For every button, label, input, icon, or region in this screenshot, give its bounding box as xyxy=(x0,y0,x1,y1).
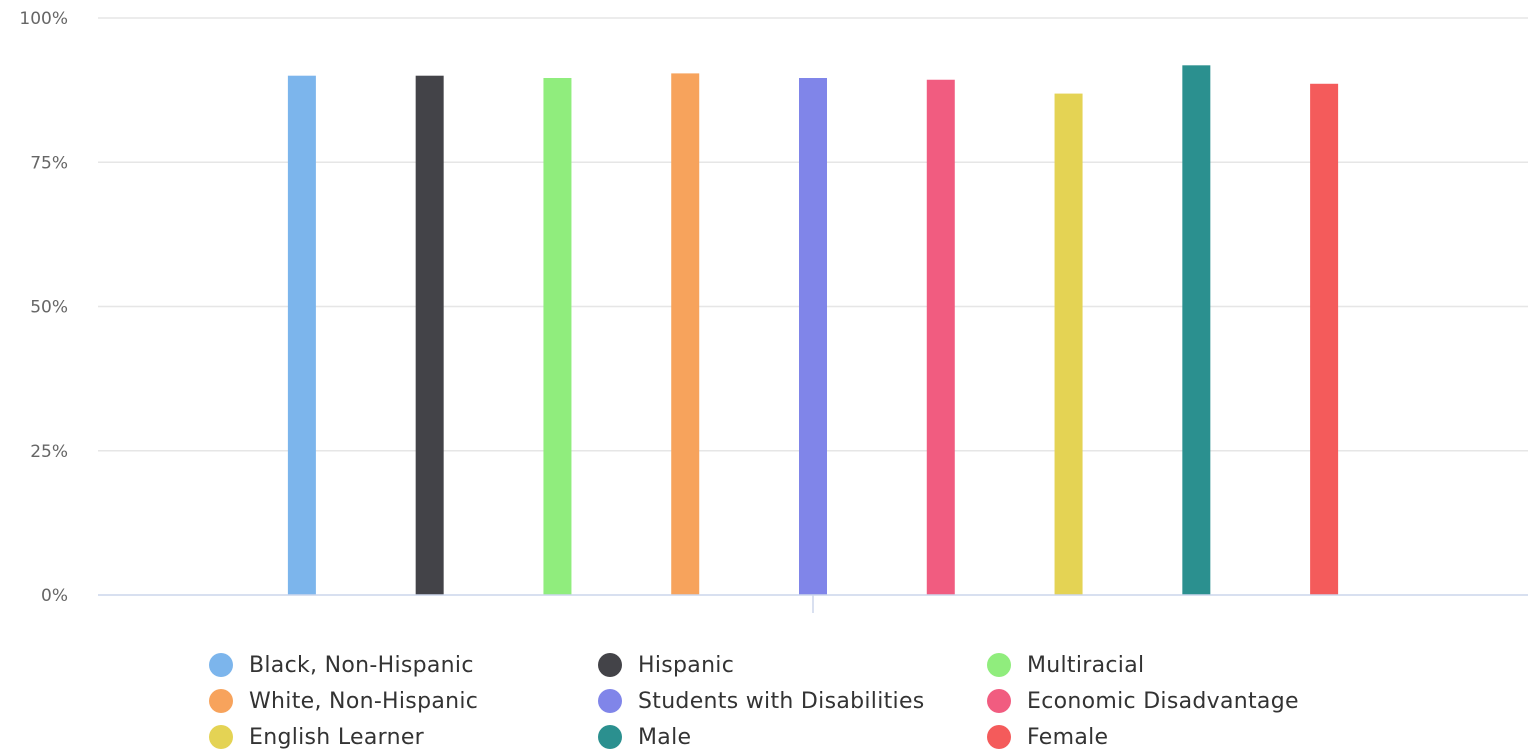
legend-label: Students with Disabilities xyxy=(638,688,925,714)
y-tick-label: 25% xyxy=(30,442,68,462)
legend-item[interactable]: White, Non-Hispanic xyxy=(209,686,478,716)
bar[interactable] xyxy=(415,75,444,595)
legend-item[interactable]: Students with Disabilities xyxy=(598,686,925,716)
bar[interactable] xyxy=(926,79,955,595)
legend-item[interactable]: English Learner xyxy=(209,722,424,752)
legend-marker xyxy=(209,725,233,749)
legend-marker xyxy=(598,689,622,713)
legend-label: Multiracial xyxy=(1027,652,1145,678)
legend-item[interactable]: Female xyxy=(987,722,1108,752)
bar[interactable] xyxy=(799,78,827,596)
bar[interactable] xyxy=(671,73,700,596)
bar-chart: 0% 25% 50% 75% 100% xyxy=(19,9,1528,613)
bar[interactable] xyxy=(543,78,572,596)
y-tick-label: 100% xyxy=(19,9,68,29)
legend-marker xyxy=(987,725,1011,749)
bar[interactable] xyxy=(1054,93,1083,595)
legend-label: Economic Disadvantage xyxy=(1027,688,1299,714)
legend-label: Male xyxy=(638,724,692,750)
bars xyxy=(287,65,1339,596)
legend-marker xyxy=(209,689,233,713)
legend-marker xyxy=(598,653,622,677)
y-tick-label: 75% xyxy=(30,153,68,173)
legend-label: Hispanic xyxy=(638,652,735,678)
legend-marker xyxy=(598,725,622,749)
legend-item[interactable]: Economic Disadvantage xyxy=(987,686,1299,716)
legend-label: English Learner xyxy=(249,724,424,750)
legend-item[interactable]: Multiracial xyxy=(987,650,1144,680)
legend-marker xyxy=(987,653,1011,677)
y-tick-label: 50% xyxy=(30,298,68,318)
legend-item[interactable]: Hispanic xyxy=(598,650,734,680)
y-tick-label: 0% xyxy=(41,586,68,606)
legend-item[interactable]: Black, Non-Hispanic xyxy=(209,650,474,680)
y-axis: 0% 25% 50% 75% 100% xyxy=(19,9,68,606)
bar[interactable] xyxy=(1182,65,1211,595)
bar[interactable] xyxy=(1310,83,1339,595)
bar[interactable] xyxy=(287,75,316,595)
legend-marker xyxy=(209,653,233,677)
legend-item[interactable]: Male xyxy=(598,722,691,752)
legend-label: Female xyxy=(1027,724,1109,750)
legend-marker xyxy=(987,689,1011,713)
legend-label: White, Non-Hispanic xyxy=(249,688,479,714)
legend-label: Black, Non-Hispanic xyxy=(249,652,474,678)
